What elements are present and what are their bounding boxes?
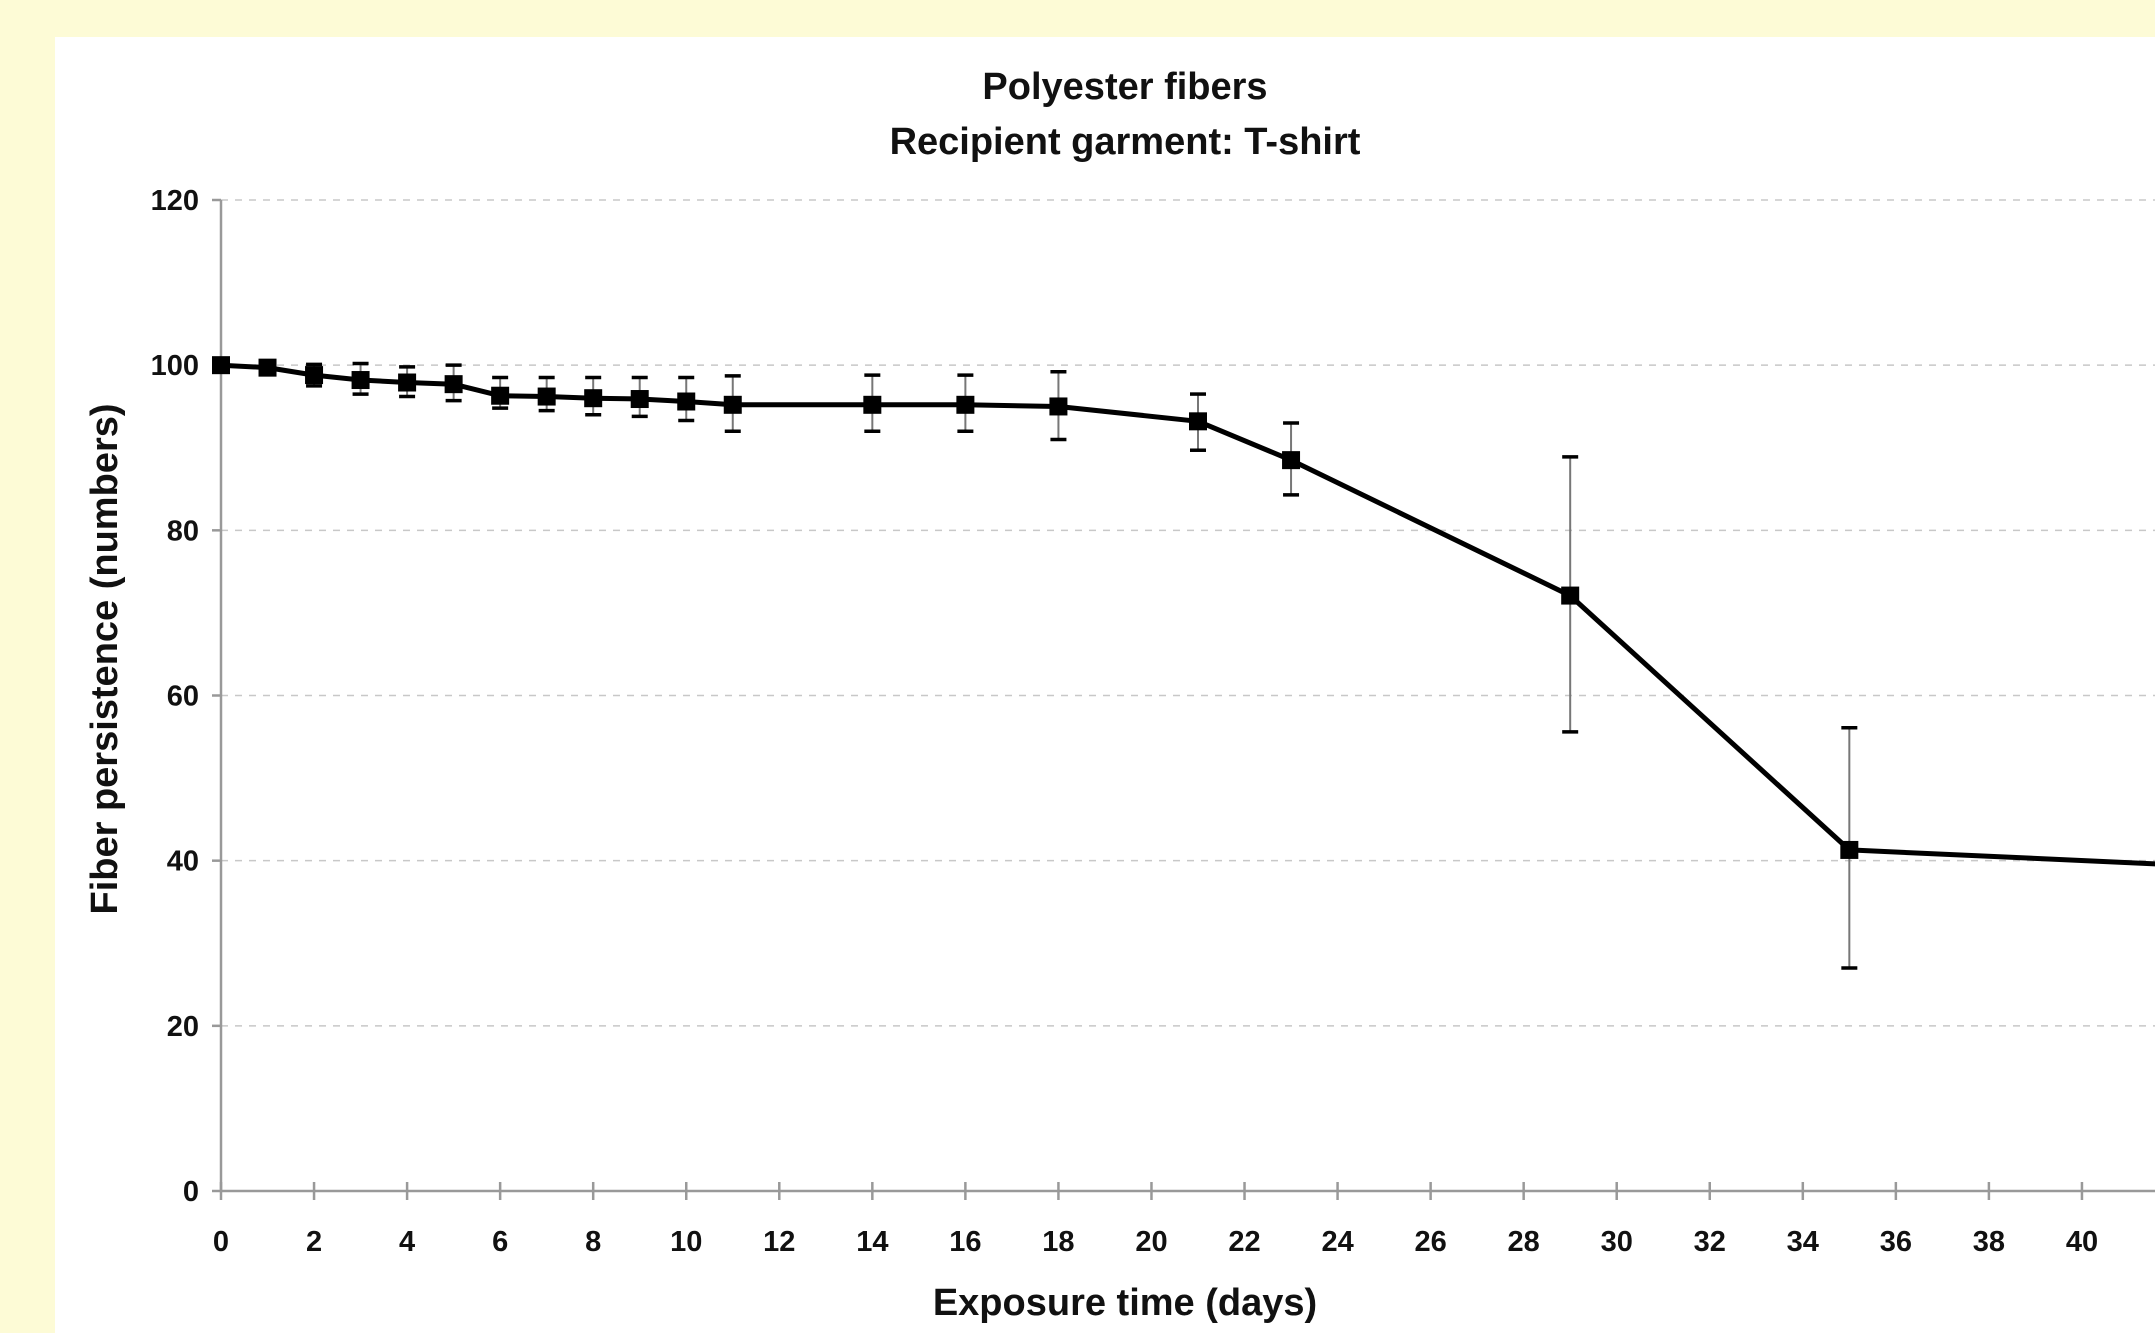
data-point-marker	[956, 395, 975, 414]
data-markers	[212, 356, 1859, 859]
data-point-marker	[444, 375, 463, 394]
x-tick-label: 36	[1880, 1226, 1912, 1258]
data-point-marker	[1840, 840, 1859, 859]
x-tick-label: 28	[1508, 1226, 1540, 1258]
y-tick-label: 0	[183, 1176, 199, 1208]
y-tick-label: 100	[151, 350, 199, 382]
data-point-marker	[537, 387, 556, 406]
x-tick-label: 14	[856, 1226, 888, 1258]
data-point-marker	[863, 395, 882, 414]
x-tick-label: 6	[492, 1226, 508, 1258]
chart-title: Polyester fibers	[982, 66, 1267, 108]
chart-panel: Polyester fibers Recipient garment: T-sh…	[55, 37, 2155, 1333]
y-tick-label: 20	[167, 1011, 199, 1043]
x-tick-label: 20	[1135, 1226, 1167, 1258]
y-tick-label: 120	[151, 185, 199, 217]
data-point-marker	[723, 395, 742, 414]
data-point-marker	[1282, 451, 1301, 470]
data-point-marker	[584, 389, 603, 408]
y-tick-label: 60	[167, 681, 199, 713]
x-tick-label: 10	[670, 1226, 702, 1258]
error-bars	[259, 360, 1858, 970]
x-tick-label: 0	[213, 1226, 229, 1258]
line-chart: Polyester fibers Recipient garment: T-sh…	[84, 66, 2155, 1324]
x-tick-label: 38	[1973, 1226, 2005, 1258]
x-tick-label: 12	[763, 1226, 795, 1258]
data-point-marker	[351, 371, 370, 390]
x-tick-label: 24	[1321, 1226, 1353, 1258]
series-line-layer	[220, 362, 2155, 867]
data-point-marker	[398, 373, 417, 392]
x-tick-label: 18	[1042, 1226, 1074, 1258]
data-point-marker	[1561, 586, 1580, 605]
y-tick-label: 40	[167, 846, 199, 878]
x-tick-label: 34	[1787, 1226, 1819, 1258]
x-tick-label: 2	[306, 1226, 322, 1258]
x-tick-label: 26	[1414, 1226, 1446, 1258]
data-point-marker	[305, 366, 324, 385]
x-tick-label: 22	[1228, 1226, 1260, 1258]
data-point-marker	[677, 392, 696, 411]
data-point-marker	[630, 390, 649, 409]
x-tick-label: 40	[2066, 1226, 2098, 1258]
y-tick-label: 80	[167, 515, 199, 547]
x-tick-label: 30	[1601, 1226, 1633, 1258]
data-point-marker	[491, 386, 510, 405]
x-tick-label: 32	[1694, 1226, 1726, 1258]
x-tick-label: 4	[399, 1226, 415, 1258]
gridlines	[221, 199, 2155, 1027]
x-tick-label: 8	[585, 1226, 601, 1258]
data-point-marker	[1189, 412, 1207, 431]
y-axis-title: Fiber persistence (numbers)	[84, 403, 126, 914]
data-point-marker	[1049, 397, 1068, 416]
axes	[212, 198, 2155, 1200]
x-tick-label: 16	[949, 1226, 981, 1258]
data-point-marker	[212, 356, 230, 375]
chart-subtitle: Recipient garment: T-shirt	[890, 121, 1361, 163]
series-line	[220, 362, 2155, 867]
x-axis-title: Exposure time (days)	[933, 1282, 1317, 1324]
data-point-marker	[258, 358, 277, 377]
